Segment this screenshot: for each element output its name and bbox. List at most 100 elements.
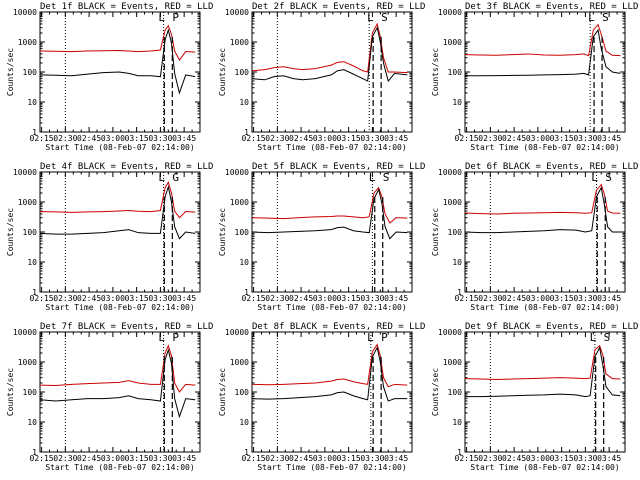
x-tick-label: 03:00 bbox=[526, 294, 550, 303]
flare-flag-label: L bbox=[158, 11, 165, 24]
y-tick-label: 10000 bbox=[225, 168, 249, 177]
plot-frame bbox=[39, 331, 201, 453]
x-tick-label: 02:15 bbox=[242, 294, 266, 303]
y-tick-label: 10 bbox=[239, 418, 249, 427]
series-lld bbox=[251, 343, 408, 388]
x-tick-label: 03:15 bbox=[125, 294, 149, 303]
x-tick-label: 03:45 bbox=[384, 294, 408, 303]
x-tick-label: 02:15 bbox=[455, 294, 479, 303]
y-axis-title: Counts/sec bbox=[6, 208, 15, 256]
flare-flag-label: S bbox=[381, 11, 388, 24]
flare-flag-label: S bbox=[604, 331, 611, 344]
plot-frame bbox=[464, 171, 626, 293]
x-tick-label: 03:45 bbox=[172, 294, 196, 303]
panel-title: Det 1f BLACK = Events, RED = LLD bbox=[40, 2, 213, 12]
flare-flag-label: L bbox=[369, 171, 376, 184]
flare-flag-label: P bbox=[172, 11, 179, 24]
x-tick-label: 02:30 bbox=[478, 134, 502, 143]
x-tick-label: 02:15 bbox=[242, 454, 266, 463]
x-tick-label: 03:30 bbox=[573, 134, 597, 143]
plot-frame bbox=[464, 11, 626, 133]
y-tick-label: 100 bbox=[235, 68, 250, 77]
x-tick-label: 02:30 bbox=[53, 294, 77, 303]
flare-flag-label: L bbox=[590, 331, 597, 344]
x-tick-label: 02:45 bbox=[502, 294, 526, 303]
x-tick-label: 02:15 bbox=[455, 454, 479, 463]
y-tick-label: 10000 bbox=[13, 328, 37, 337]
y-axis-title: Counts/sec bbox=[6, 48, 15, 96]
x-tick-label: 03:45 bbox=[597, 134, 621, 143]
y-tick-label: 10 bbox=[239, 258, 249, 267]
x-axis-title: Start Time (08-Feb-07 02:14:00) bbox=[45, 463, 194, 472]
x-tick-label: 03:45 bbox=[172, 454, 196, 463]
x-axis-title: Start Time (08-Feb-07 02:14:00) bbox=[45, 303, 194, 312]
panel-6: Det 6f BLACK = Events, RED = LLD 1 10 100 10… bbox=[431, 162, 638, 312]
series-events bbox=[39, 28, 196, 95]
series-lld bbox=[464, 183, 621, 215]
series-lld bbox=[39, 181, 196, 219]
x-tick-label: 03:45 bbox=[384, 454, 408, 463]
x-tick-label: 02:30 bbox=[265, 134, 289, 143]
x-tick-label: 03:30 bbox=[573, 294, 597, 303]
x-tick-label: 03:30 bbox=[573, 454, 597, 463]
series-events bbox=[465, 346, 621, 398]
x-tick-label: 03:00 bbox=[101, 134, 125, 143]
x-tick-label: 02:45 bbox=[77, 454, 101, 463]
x-axis-title: Start Time (08-Feb-07 02:14:00) bbox=[257, 303, 406, 312]
series-events bbox=[39, 348, 196, 419]
flare-flag-label: L bbox=[367, 11, 374, 24]
y-tick-label: 1000 bbox=[230, 38, 249, 47]
y-tick-label: 1 bbox=[457, 448, 462, 457]
y-tick-label: 10000 bbox=[438, 8, 462, 17]
x-tick-label: 02:45 bbox=[77, 294, 101, 303]
series-events bbox=[464, 186, 621, 234]
series-lld bbox=[39, 24, 196, 61]
x-axis-title: Start Time (08-Feb-07 02:14:00) bbox=[470, 463, 619, 472]
panel-title: Det 8f BLACK = Events, RED = LLD bbox=[252, 322, 425, 332]
panel-1: Det 1f BLACK = Events, RED = LLD 1 10 100 10… bbox=[6, 2, 213, 152]
x-tick-label: 02:15 bbox=[30, 454, 54, 463]
x-axis-title: Start Time (08-Feb-07 02:14:00) bbox=[470, 303, 619, 312]
panel-4: Det 4f BLACK = Events, RED = LLD 1 10 100 10… bbox=[6, 162, 213, 312]
y-axis-title: Counts/sec bbox=[6, 368, 15, 416]
y-tick-label: 1 bbox=[244, 288, 249, 297]
x-tick-label: 03:15 bbox=[337, 294, 361, 303]
x-axis-title: Start Time (08-Feb-07 02:14:00) bbox=[257, 463, 406, 472]
x-tick-label: 03:00 bbox=[313, 134, 337, 143]
panel-title: Det 7f BLACK = Events, RED = LLD bbox=[40, 322, 213, 332]
panel-7: Det 7f BLACK = Events, RED = LLD 1 10 100 10… bbox=[6, 322, 213, 472]
y-tick-label: 10000 bbox=[225, 8, 249, 17]
x-tick-label: 03:15 bbox=[550, 454, 574, 463]
x-tick-label: 03:15 bbox=[125, 454, 149, 463]
x-tick-label: 03:00 bbox=[313, 294, 337, 303]
flare-flag-label: L bbox=[158, 171, 165, 184]
y-tick-label: 1000 bbox=[443, 38, 462, 47]
flare-flag-label: L bbox=[588, 11, 595, 24]
panel-title: Det 9f BLACK = Events, RED = LLD bbox=[465, 322, 638, 332]
x-axis-title: Start Time (08-Feb-07 02:14:00) bbox=[470, 143, 619, 152]
x-tick-label: 03:45 bbox=[597, 294, 621, 303]
x-axis-title: Start Time (08-Feb-07 02:14:00) bbox=[45, 143, 194, 152]
x-tick-label: 02:15 bbox=[30, 294, 54, 303]
series-lld bbox=[39, 344, 196, 393]
x-tick-label: 02:45 bbox=[289, 294, 313, 303]
x-tick-label: 03:15 bbox=[125, 134, 149, 143]
flare-flag-label: P bbox=[172, 331, 179, 344]
x-tick-label: 02:45 bbox=[502, 454, 526, 463]
y-axis-title: Counts/sec bbox=[218, 48, 227, 96]
flare-flag-label: L bbox=[158, 331, 165, 344]
y-tick-label: 10000 bbox=[225, 328, 249, 337]
y-tick-label: 10 bbox=[27, 258, 37, 267]
y-tick-label: 10 bbox=[452, 98, 462, 107]
x-tick-label: 03:30 bbox=[148, 134, 172, 143]
x-tick-label: 03:00 bbox=[526, 454, 550, 463]
series-events bbox=[251, 188, 408, 240]
series-events bbox=[39, 184, 196, 240]
flare-flag-label: L bbox=[367, 331, 374, 344]
x-tick-label: 03:00 bbox=[526, 134, 550, 143]
y-tick-label: 100 bbox=[448, 68, 463, 77]
series-events bbox=[251, 26, 408, 83]
series-lld bbox=[464, 344, 621, 381]
y-tick-label: 100 bbox=[448, 388, 463, 397]
y-tick-label: 1000 bbox=[18, 38, 37, 47]
